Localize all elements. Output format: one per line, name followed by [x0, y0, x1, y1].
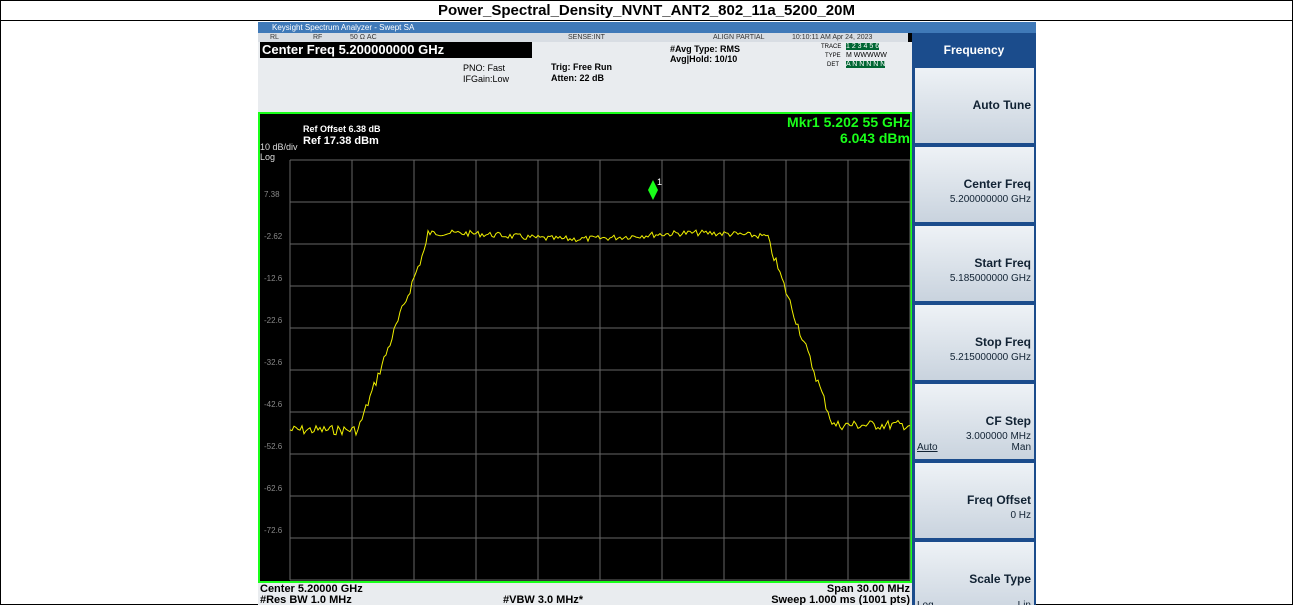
window-bar: Keysight Spectrum Analyzer - Swept SA: [258, 22, 1036, 33]
grid: [289, 159, 911, 581]
softkey-value: 3.000000 MHz: [965, 431, 1031, 442]
status: SENSE:INT: [568, 34, 605, 41]
ifgain: IFGain:Low: [463, 74, 510, 84]
menu-title: Frequency: [943, 43, 1005, 57]
status-bar: RL RF 50 Ω AC SENSE:INT ALIGN PARTIAL 10…: [258, 33, 908, 42]
pno: PNO: Fast: [463, 63, 506, 73]
header: Center Freq 5.200000000 GHz PNO: Fast IF…: [258, 42, 912, 112]
softkey-value: 5.200000000 GHz: [949, 194, 1031, 205]
atten: Atten: 22 dB: [551, 73, 605, 83]
vbw: #VBW 3.0 MHz*: [503, 594, 584, 605]
softkey-label: CF Step: [985, 414, 1031, 428]
scale: 10 dB/div: [260, 142, 298, 152]
center-freq: Center Freq 5.200000000 GHz: [260, 42, 532, 58]
status: RF: [313, 34, 323, 41]
softkey-label: Scale Type: [969, 572, 1031, 586]
center: Center 5.20000 GHz: [260, 583, 363, 595]
row-label: -52.6: [264, 442, 283, 451]
softkey-menu: Frequency Auto Tune Center Freq 5.20000000…: [912, 33, 1036, 605]
row-label: -12.6: [264, 274, 283, 283]
softkey[interactable]: Scale Type Log Lin: [915, 542, 1034, 605]
marker-id: 1: [657, 177, 663, 187]
det-label: DET: [827, 62, 839, 68]
softkey[interactable]: Stop Freq 5.215000000 GHz: [915, 305, 1034, 380]
softkey[interactable]: Freq Offset 0 Hz: [915, 463, 1034, 538]
status: 10:10:11 AM Apr 24, 2023: [792, 34, 873, 41]
softkey-label: Stop Freq: [975, 335, 1031, 349]
softkey-option: Log: [917, 600, 934, 605]
trace: 1 2 3 4 5 6: [846, 43, 880, 50]
marker: [648, 180, 658, 200]
status: 50 Ω AC: [350, 34, 377, 41]
softkey-value: 5.215000000 GHz: [949, 352, 1031, 363]
trace: [289, 229, 911, 437]
type-label: TYPE: [825, 53, 841, 59]
softkey[interactable]: CF Step 3.000000 MHz Auto Man: [915, 384, 1034, 459]
sweep: Sweep 1.000 ms (1001 pts): [771, 594, 910, 605]
trig: Trig: Free Run: [551, 62, 613, 72]
softkey-label: Freq Offset: [966, 493, 1031, 507]
row-label: -32.6: [264, 358, 283, 367]
softkey-option: Auto: [917, 442, 938, 453]
softkey-option: Lin: [1018, 600, 1031, 605]
status: RL: [270, 34, 279, 41]
window-title: Keysight Spectrum Analyzer - Swept SA: [272, 23, 415, 32]
scale-mode: Log: [260, 152, 276, 162]
ref-level: Ref 17.38 dBm: [303, 135, 379, 147]
marker-level: 6.043 dBm: [839, 130, 910, 146]
softkey[interactable]: Start Freq 5.185000000 GHz: [915, 226, 1034, 301]
analyzer-screen: Keysight Spectrum Analyzer - Swept SA RL…: [258, 22, 1036, 605]
softkey[interactable]: Center Freq 5.200000000 GHz: [915, 147, 1034, 222]
softkey-value: 0 Hz: [1010, 510, 1031, 521]
ref-offset: Ref Offset 6.38 dB: [303, 124, 381, 134]
status: ALIGN PARTIAL: [713, 34, 765, 41]
row-label: -2.62: [264, 232, 283, 241]
avg-hold: Avg|Hold: 10/10: [670, 54, 738, 64]
avg-type: #Avg Type: RMS: [670, 44, 741, 54]
plot: [258, 112, 912, 583]
softkey-option: Man: [1011, 442, 1031, 453]
softkey[interactable]: Auto Tune: [915, 68, 1034, 143]
softkey-label: Auto Tune: [972, 98, 1031, 112]
trace-label: TRACE: [821, 44, 842, 50]
type: M WWWWW: [846, 52, 887, 59]
softkey-label: Center Freq: [963, 177, 1031, 191]
row-label: -72.6: [264, 526, 283, 535]
marker-freq: Mkr1 5.202 55 GHz: [787, 114, 910, 130]
footer: Center 5.20000 GHz #Res BW 1.0 MHz #VBW …: [258, 583, 912, 605]
det: A N N N N N: [846, 61, 886, 68]
row-label: -42.6: [264, 400, 283, 409]
softkey-value: 5.185000000 GHz: [949, 273, 1031, 284]
rbw: #Res BW 1.0 MHz: [260, 594, 352, 605]
page-title: Power_Spectral_Density_NVNT_ANT2_802_11a…: [0, 0, 1293, 21]
row-label: 7.38: [264, 190, 280, 199]
row-label: -22.6: [264, 316, 283, 325]
softkey-label: Start Freq: [974, 256, 1031, 270]
row-label: -62.6: [264, 484, 283, 493]
plot-border: [258, 112, 912, 583]
span: Span 30.00 MHz: [826, 583, 910, 595]
